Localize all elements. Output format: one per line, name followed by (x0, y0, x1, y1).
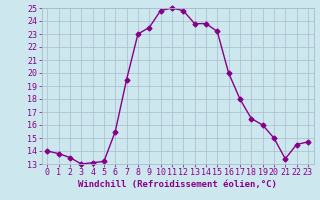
X-axis label: Windchill (Refroidissement éolien,°C): Windchill (Refroidissement éolien,°C) (78, 180, 277, 189)
